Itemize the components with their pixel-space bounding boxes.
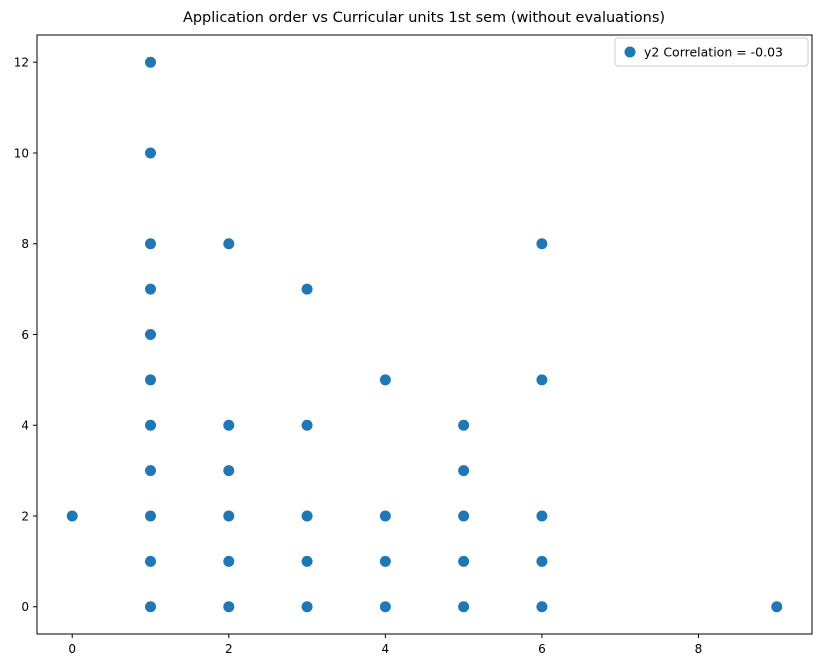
data-point	[145, 147, 157, 159]
data-point	[536, 601, 548, 613]
y-tick-label: 0	[21, 600, 29, 614]
data-point	[145, 555, 157, 567]
x-tick-label: 6	[538, 642, 546, 656]
legend-label: y2 Correlation = -0.03	[644, 45, 783, 60]
data-point	[536, 555, 548, 567]
data-point	[145, 238, 157, 250]
x-tick-label: 4	[382, 642, 390, 656]
y-tick-label: 12	[14, 56, 29, 70]
data-point	[536, 374, 548, 386]
data-point	[223, 238, 235, 250]
legend: y2 Correlation = -0.03	[614, 37, 809, 67]
data-point	[301, 555, 313, 567]
data-point	[536, 238, 548, 250]
x-tick-label: 8	[695, 642, 703, 656]
data-point	[223, 601, 235, 613]
data-point	[223, 510, 235, 522]
data-point	[145, 329, 157, 340]
data-point	[301, 283, 313, 295]
y-tick-label: 4	[21, 419, 29, 433]
data-point	[223, 419, 235, 431]
data-point	[145, 374, 157, 386]
legend-marker	[624, 46, 636, 58]
data-point	[536, 510, 548, 522]
data-point	[458, 465, 470, 477]
data-point	[145, 56, 157, 68]
data-point	[301, 510, 313, 522]
points-layer	[66, 56, 783, 613]
legend-box	[614, 37, 809, 67]
data-point	[379, 601, 391, 613]
data-point	[379, 555, 391, 567]
chart-title: Application order vs Curricular units 1s…	[183, 10, 665, 26]
data-point	[145, 601, 157, 613]
y-tick-label: 10	[14, 146, 29, 160]
data-point	[458, 601, 470, 613]
data-point	[223, 465, 235, 477]
data-point	[145, 465, 157, 477]
y-tick-label: 2	[21, 509, 29, 523]
y-tick-label: 8	[21, 237, 29, 251]
data-point	[145, 283, 157, 295]
ticks-layer: 0 2 4 6 8 0 2 4 6 8 10 12	[14, 56, 703, 656]
data-point	[771, 601, 783, 613]
data-point	[379, 374, 391, 386]
data-point	[145, 419, 157, 431]
data-point	[301, 419, 313, 431]
data-point	[301, 601, 313, 613]
data-point	[458, 419, 470, 431]
data-point	[379, 510, 391, 522]
data-point	[458, 555, 470, 567]
y-tick-label: 6	[21, 328, 29, 342]
data-point	[223, 555, 235, 567]
plot-frame	[36, 34, 813, 635]
x-tick-label: 0	[68, 642, 76, 656]
data-point	[145, 510, 157, 522]
data-point	[458, 510, 470, 522]
x-tick-label: 2	[225, 642, 233, 656]
data-point	[66, 510, 78, 522]
